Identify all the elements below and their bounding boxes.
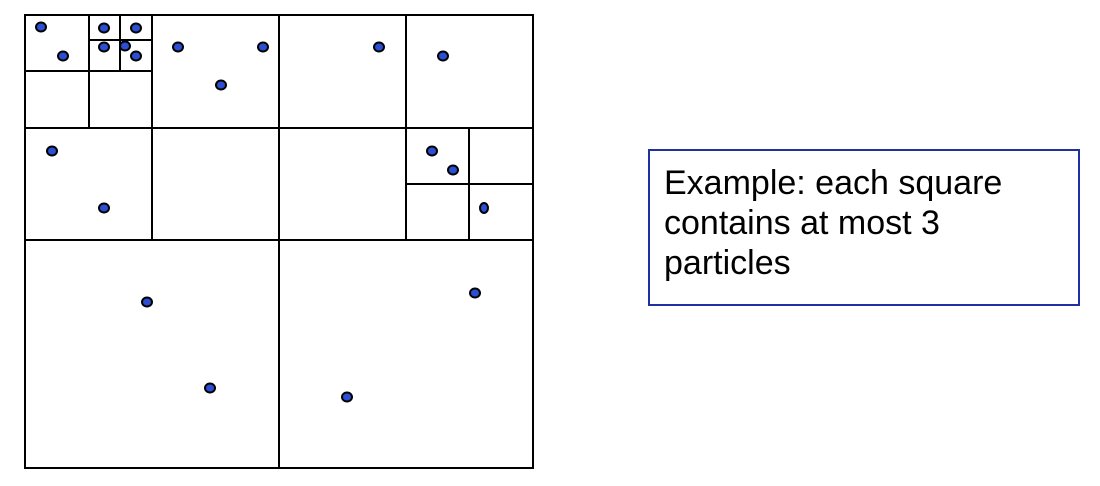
particle bbox=[57, 50, 69, 62]
particle bbox=[98, 22, 110, 34]
particle bbox=[437, 50, 449, 62]
particle bbox=[469, 287, 481, 299]
particle bbox=[130, 50, 142, 62]
callout-line: contains at most 3 bbox=[664, 204, 940, 242]
particle bbox=[46, 145, 58, 157]
quadtree-diagram bbox=[24, 14, 534, 469]
particle bbox=[257, 41, 269, 53]
particle bbox=[447, 164, 459, 176]
callout-line: particles bbox=[664, 244, 791, 282]
particle bbox=[141, 296, 153, 308]
particles bbox=[35, 21, 489, 403]
particle bbox=[479, 202, 489, 214]
quadtree-lines bbox=[24, 14, 534, 469]
particle bbox=[426, 145, 438, 157]
particle bbox=[204, 382, 216, 394]
particle bbox=[172, 41, 184, 53]
callout-line: Example: each square bbox=[664, 164, 1003, 202]
particle bbox=[373, 41, 385, 53]
particle bbox=[130, 22, 142, 34]
particle bbox=[119, 40, 131, 52]
particle bbox=[98, 41, 110, 53]
particle bbox=[35, 21, 47, 33]
callout-box: Example: each square contains at most 3 … bbox=[648, 149, 1080, 306]
particle bbox=[215, 79, 227, 91]
particle bbox=[98, 202, 110, 214]
particle bbox=[341, 391, 353, 403]
